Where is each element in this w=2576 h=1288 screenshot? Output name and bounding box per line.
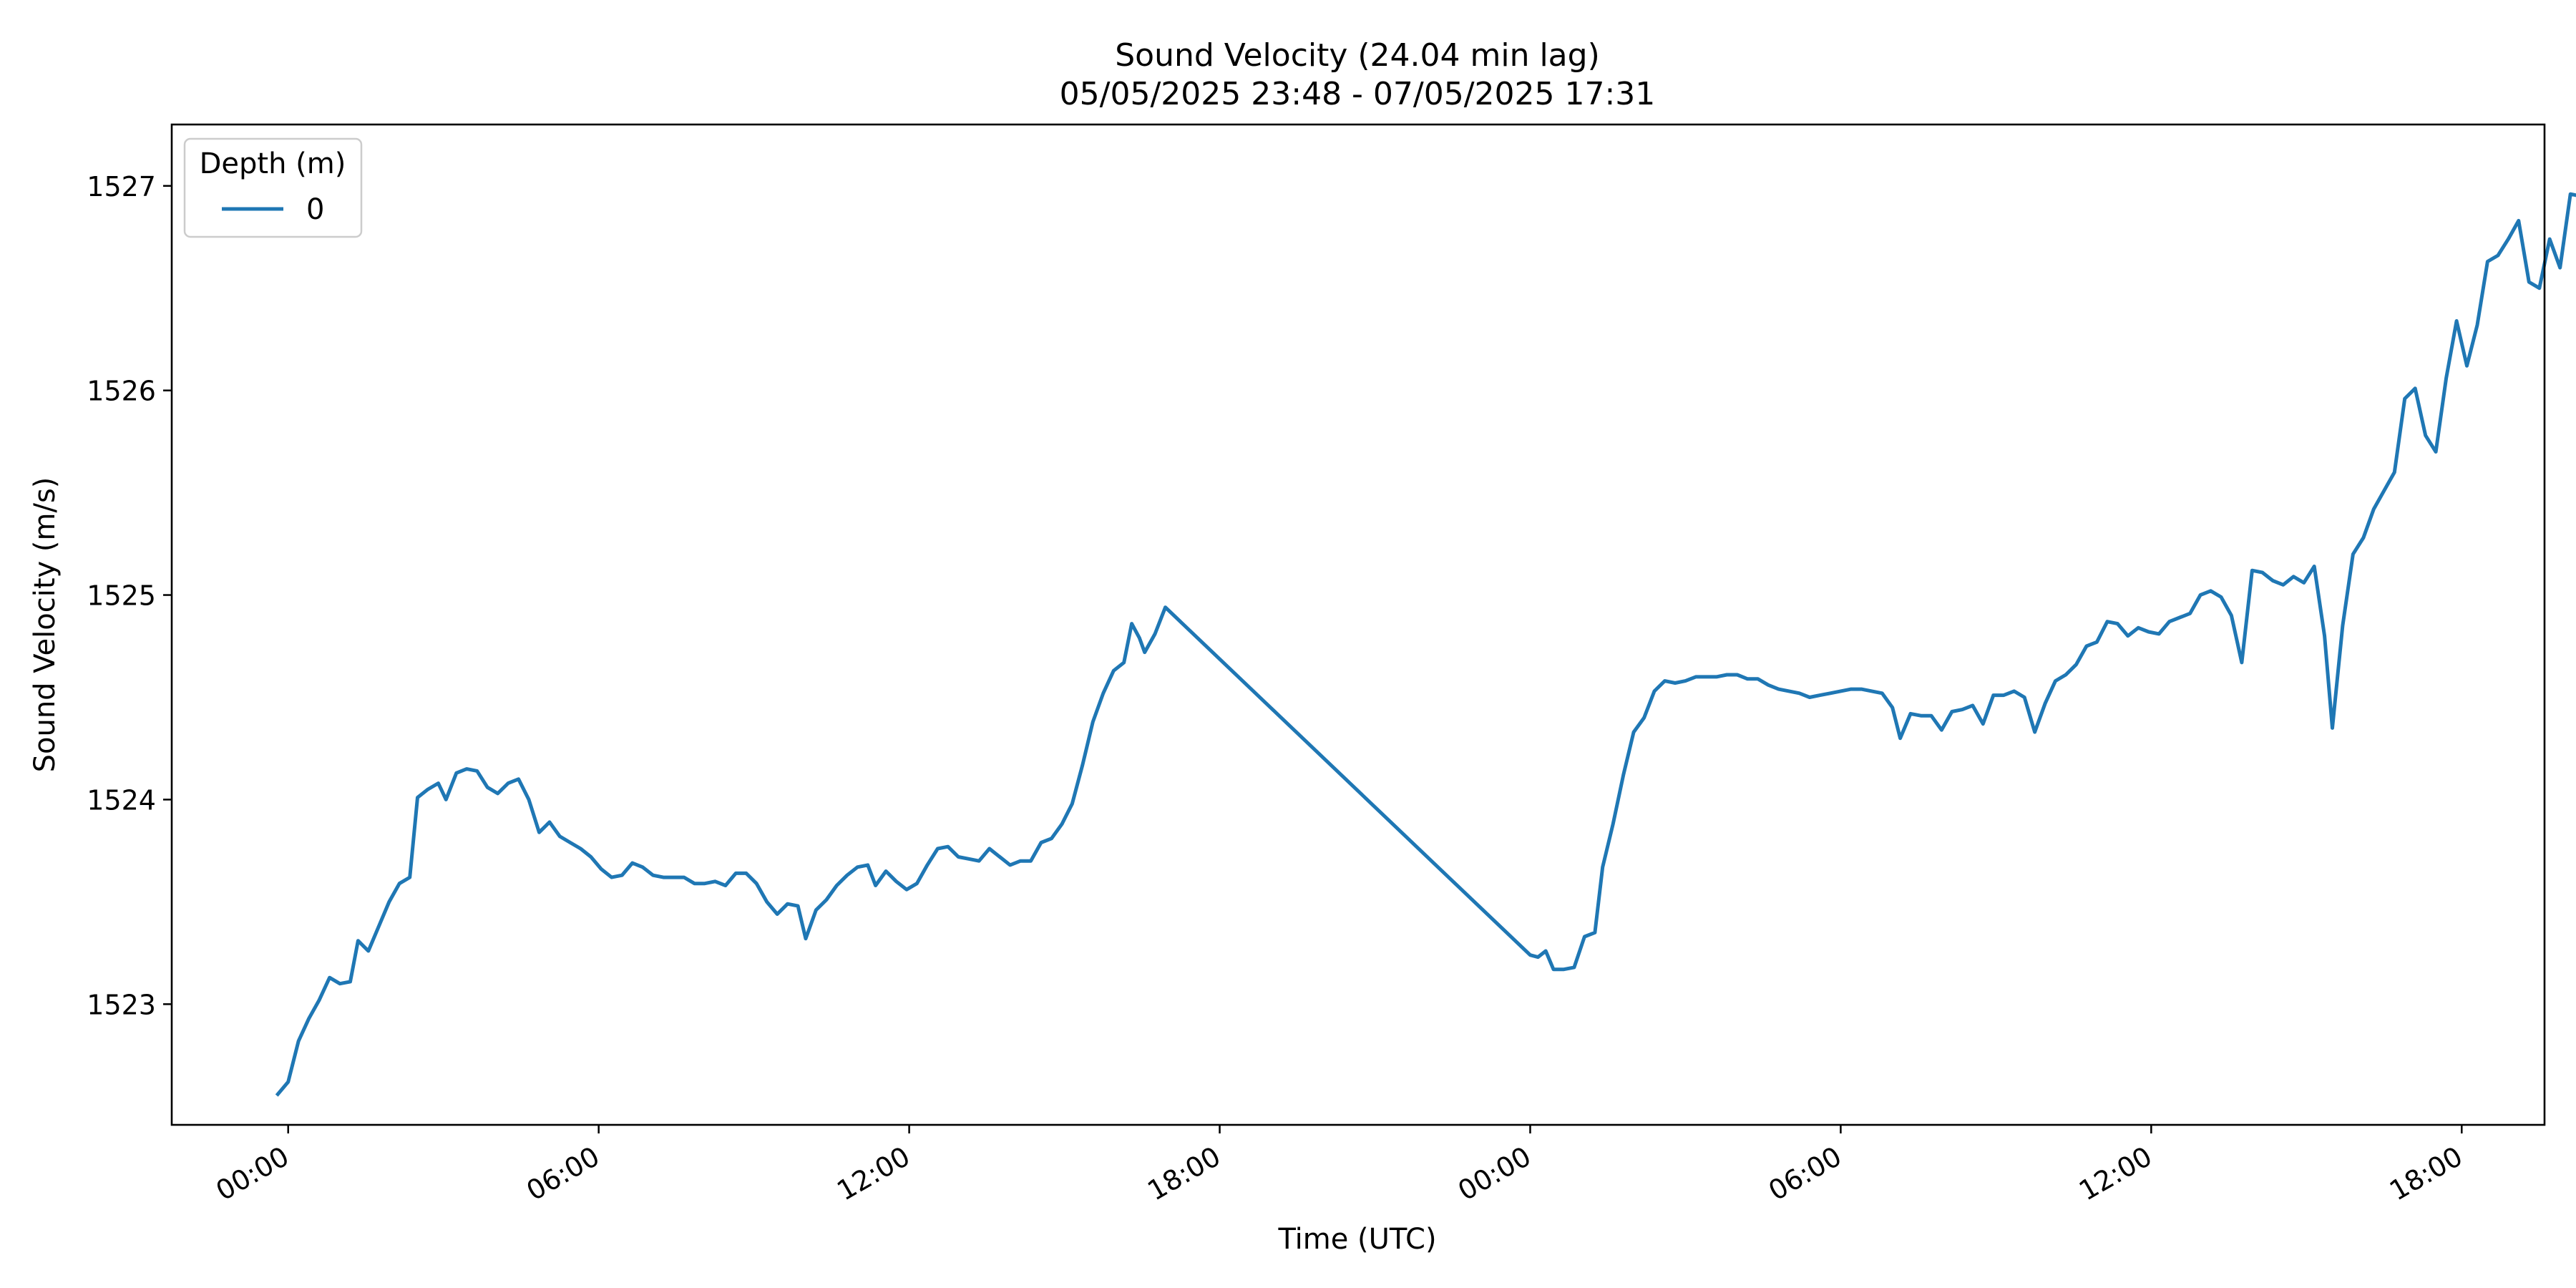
- y-tick-label: 1527: [87, 171, 156, 203]
- y-tick-label: 1525: [87, 580, 156, 612]
- x-tick-label: 12:00: [831, 1141, 915, 1207]
- x-tick-label: 18:00: [1142, 1141, 1226, 1207]
- y-tick-label: 1524: [87, 784, 156, 816]
- series-line-0: [275, 192, 2576, 1097]
- x-tick-label: 06:00: [521, 1141, 605, 1207]
- chart-title: Sound Velocity (24.04 min lag): [1115, 37, 1600, 74]
- y-tick-label: 1523: [87, 989, 156, 1020]
- legend-entry-0: 0: [306, 193, 324, 226]
- y-tick-label: 1526: [87, 376, 156, 407]
- legend-title: Depth (m): [200, 147, 346, 180]
- x-tick-label: 12:00: [2074, 1141, 2157, 1207]
- x-axis-label: Time (UTC): [1277, 1223, 1436, 1256]
- y-axis-ticks: 1523 1524 1525 1526 1527: [87, 171, 172, 1020]
- plot-frame: [170, 123, 2546, 1126]
- plot-area: [172, 125, 2545, 1125]
- x-axis-ticks: 00:00 06:00 12:00 18:00 00:00 06:00 12:00 18:00: [210, 1125, 2468, 1207]
- y-axis-label: Sound Velocity (m/s): [29, 477, 62, 773]
- x-tick-label: 00:00: [1453, 1141, 1536, 1207]
- legend-box: [183, 137, 363, 238]
- series-layer: [275, 192, 2576, 1097]
- x-tick-label: 00:00: [210, 1141, 294, 1207]
- legend: Depth (m) 0: [183, 137, 363, 238]
- x-tick-label: 18:00: [2384, 1141, 2468, 1207]
- x-tick-label: 06:00: [1763, 1141, 1847, 1207]
- chart-subtitle: 05/05/2025 23:48 - 07/05/2025 17:31: [1060, 76, 1656, 112]
